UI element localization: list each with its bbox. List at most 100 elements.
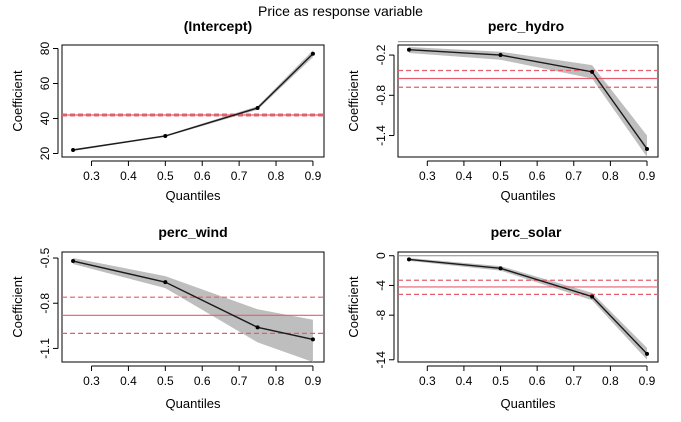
x-tick-label: 0.3 [83, 374, 100, 388]
plot-area [398, 255, 658, 360]
x-tick-label: 0.9 [639, 374, 656, 388]
y-tick-label: -1.1 [38, 338, 52, 359]
y-tick-label: 80 [38, 42, 52, 56]
data-point [406, 47, 411, 52]
x-tick-label: 0.8 [268, 374, 285, 388]
data-point [498, 53, 503, 58]
data-point [255, 325, 260, 330]
data-point [71, 259, 76, 264]
plot-area [62, 50, 324, 152]
panel-title: (Intercept) [184, 18, 252, 34]
x-axis-label: Quantiles [166, 396, 221, 411]
confidence-band [73, 258, 313, 362]
x-tick-label: 0.8 [602, 169, 619, 183]
data-point [498, 266, 503, 271]
x-tick-label: 0.7 [231, 169, 248, 183]
x-tick-label: 0.3 [419, 169, 436, 183]
x-tick-label: 0.7 [231, 374, 248, 388]
x-tick-label: 0.5 [157, 374, 174, 388]
estimate-line [72, 260, 314, 341]
y-axis: -0.5 -0.8 -1.1 [38, 247, 59, 359]
x-tick-label: 0.5 [157, 169, 174, 183]
confidence-band [408, 47, 648, 157]
x-tick-label: 0.4 [120, 169, 137, 183]
y-tick-label: 20 [38, 147, 52, 161]
x-tick-label: 0.3 [419, 374, 436, 388]
confidence-band [73, 50, 313, 151]
y-tick-label: 40 [38, 112, 52, 126]
panel-title: perc_solar [491, 224, 562, 240]
y-axis-label: Coefficient [346, 276, 361, 338]
x-axis-label: Quantiles [166, 188, 221, 203]
data-point [71, 148, 76, 152]
y-tick-label: -0.2 [374, 44, 388, 65]
y-axis-label: Coefficient [10, 70, 25, 132]
x-tick-label: 0.5 [492, 169, 509, 183]
data-point [645, 351, 650, 356]
x-axis: 0.3 0.4 0.5 0.6 0.7 0.8 0.9 [419, 365, 656, 388]
plot-frame [61, 44, 325, 158]
panel-intercept: (Intercept) 0.3 0.4 0.5 0.6 0.7 0.8 0.9 20 40 60… [10, 18, 325, 203]
x-tick-label: 0.7 [565, 169, 582, 183]
y-tick-label: -14 [374, 351, 388, 369]
x-tick-label: 0.4 [456, 374, 473, 388]
y-tick-label: 60 [38, 77, 52, 91]
x-tick-label: 0.6 [529, 374, 546, 388]
panel-perc-solar: perc_solar 0.3 0.4 0.5 0.6 0.7 0.8 0.9 0 -4 -8 -1… [346, 224, 659, 411]
x-tick-label: 0.6 [194, 169, 211, 183]
data-point [406, 257, 411, 262]
x-tick-label: 0.8 [602, 374, 619, 388]
x-tick-label: 0.4 [456, 169, 473, 183]
y-tick-label: -1.4 [374, 125, 388, 146]
x-axis: 0.3 0.4 0.5 0.6 0.7 0.8 0.9 [83, 160, 322, 183]
estimate-line [408, 48, 648, 150]
data-point [255, 106, 260, 110]
x-tick-label: 0.4 [120, 374, 137, 388]
panel-title: perc_wind [158, 224, 227, 240]
x-tick-label: 0.3 [83, 169, 100, 183]
x-tick-label: 0.9 [305, 374, 322, 388]
plot-frame [397, 44, 659, 158]
x-tick-label: 0.6 [529, 169, 546, 183]
x-tick-label: 0.9 [305, 169, 322, 183]
y-axis: 0 -4 -8 -14 [374, 252, 395, 369]
x-tick-label: 0.9 [639, 169, 656, 183]
estimate-line [408, 258, 648, 355]
y-axis-label: Coefficient [10, 276, 25, 338]
panel-perc-wind: perc_wind 0.3 0.4 0.5 0.6 0.7 0.8 0.9 -0.5 -0.8… [10, 224, 325, 411]
data-point [163, 280, 168, 285]
plot-frame [397, 251, 659, 363]
panel-title: perc_hydro [488, 18, 564, 34]
x-tick-label: 0.8 [268, 169, 285, 183]
y-tick-label: 0 [374, 252, 388, 259]
plot-area [398, 41, 658, 157]
data-point [645, 146, 650, 151]
y-axis: -0.2 -0.8 -1.4 [374, 44, 395, 146]
x-axis: 0.3 0.4 0.5 0.6 0.7 0.8 0.9 [419, 160, 656, 183]
x-axis: 0.3 0.4 0.5 0.6 0.7 0.8 0.9 [83, 365, 322, 388]
y-axis-label: Coefficient [346, 70, 361, 132]
data-point [590, 294, 595, 299]
y-tick-label: -0.8 [38, 293, 52, 314]
plot-frame [61, 251, 325, 363]
figure-title: Price as response variable [258, 3, 423, 19]
y-tick-label: -0.5 [38, 247, 52, 268]
data-point [163, 134, 168, 138]
data-point [310, 51, 315, 56]
x-tick-label: 0.7 [565, 374, 582, 388]
data-point [590, 69, 595, 74]
x-axis-label: Quantiles [501, 396, 556, 411]
x-tick-label: 0.5 [492, 374, 509, 388]
x-tick-label: 0.6 [194, 374, 211, 388]
y-tick-label: -4 [374, 280, 388, 291]
plot-area [62, 258, 324, 362]
x-axis-label: Quantiles [501, 188, 556, 203]
y-tick-label: -0.8 [374, 85, 388, 106]
y-tick-label: -8 [374, 310, 388, 321]
data-point [310, 337, 315, 342]
y-axis: 20 40 60 80 [38, 42, 59, 161]
estimate-line [72, 53, 314, 151]
panel-perc-hydro: perc_hydro 0.3 0.4 0.5 0.6 0.7 0.8 0.9 -0.2-0.… [346, 18, 659, 203]
confidence-band [408, 257, 648, 360]
